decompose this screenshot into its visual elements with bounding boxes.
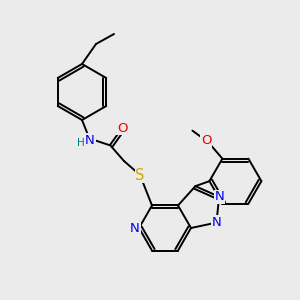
Text: O: O <box>201 134 211 147</box>
Text: N: N <box>212 216 221 229</box>
Text: H: H <box>77 138 85 148</box>
Text: N: N <box>85 134 95 146</box>
Text: N: N <box>130 221 140 235</box>
Text: O: O <box>117 122 127 134</box>
Text: S: S <box>135 167 145 182</box>
Text: N: N <box>214 190 224 203</box>
